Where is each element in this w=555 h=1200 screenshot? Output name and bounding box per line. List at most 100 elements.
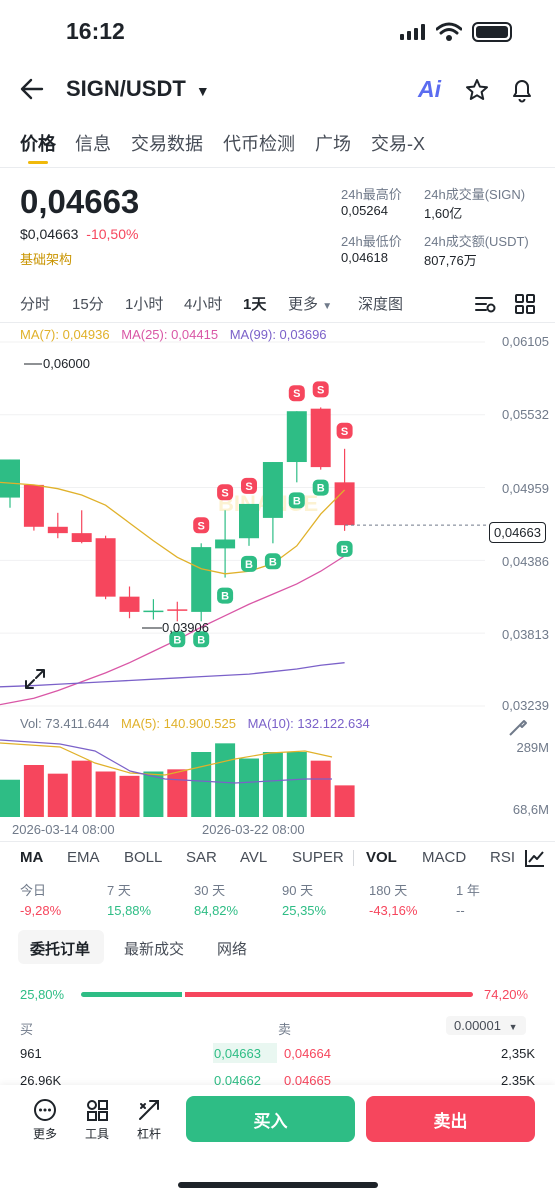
volume-bar: [262, 752, 283, 817]
ma7-line: [0, 481, 346, 575]
tab-latest-trades[interactable]: 最新成交: [124, 941, 185, 958]
wifi-icon: [436, 22, 462, 41]
buy-ratio: 25,80%: [20, 987, 65, 1002]
perf-label: 今日: [20, 883, 47, 898]
low-value: 0,04618: [341, 250, 388, 265]
volume-bar: [95, 771, 116, 817]
buy-button[interactable]: 买入: [186, 1096, 355, 1142]
ind-boll[interactable]: BOLL: [124, 849, 163, 866]
volume-bar: [310, 760, 331, 817]
tab-active-indicator: [28, 161, 48, 164]
trade-marker-label: B: [173, 634, 181, 646]
ask-header: 卖: [278, 1022, 292, 1037]
star-icon[interactable]: [465, 78, 489, 102]
sell-button[interactable]: 卖出: [366, 1096, 535, 1142]
ind-sar[interactable]: SAR: [186, 849, 217, 866]
ind-avl[interactable]: AVL: [240, 849, 268, 866]
volume-value: 1,60亿: [424, 206, 463, 221]
volume-bar: [0, 779, 20, 817]
tools-icon[interactable]: [85, 1098, 109, 1122]
candle: [0, 459, 20, 498]
tab-square[interactable]: 广场: [315, 134, 351, 154]
tf-more[interactable]: 更多 ▼: [288, 293, 332, 314]
ratio-bar-sell: [185, 992, 473, 997]
candle: [191, 547, 212, 612]
tab-token-check[interactable]: 代币检测: [223, 134, 295, 154]
tf-15m[interactable]: 15分: [72, 296, 104, 313]
tf-4h[interactable]: 4小时: [184, 296, 223, 313]
current-price-tag: 0,04663: [489, 522, 546, 543]
bid-qty: 961: [20, 1046, 42, 1061]
more-icon[interactable]: [33, 1098, 57, 1122]
price-usd: $0,04663: [20, 226, 79, 242]
candle: [334, 482, 355, 526]
trade-marker-label: B: [293, 495, 301, 507]
ind-vol[interactable]: VOL: [366, 849, 397, 866]
tf-1d[interactable]: 1天: [243, 296, 267, 313]
trade-marker-label: S: [293, 388, 300, 400]
candle: [167, 609, 188, 611]
buy-marker: [193, 631, 210, 648]
candle: [23, 484, 44, 527]
precision-select[interactable]: 0.00001 ▼: [446, 1016, 526, 1035]
candle: [71, 533, 92, 543]
sell-marker: [217, 484, 234, 501]
vol-ma5-legend: MA(5): 140.900.525: [121, 716, 236, 731]
candle: [215, 539, 236, 549]
buy-marker: [288, 492, 305, 509]
expand-icon[interactable]: [24, 668, 46, 690]
leverage-icon[interactable]: [137, 1098, 161, 1122]
ind-macd[interactable]: MACD: [422, 849, 467, 866]
bid-price: 0,04662: [214, 1073, 261, 1088]
tf-1h[interactable]: 1小时: [125, 296, 164, 313]
back-arrow-icon[interactable]: [20, 78, 44, 100]
indicator-chart-icon[interactable]: [524, 848, 546, 868]
volume-bar: [167, 769, 188, 817]
last-price: 0,04663: [20, 183, 140, 220]
tab-network[interactable]: 网络: [217, 941, 248, 958]
ind-ema[interactable]: EMA: [67, 849, 100, 866]
date-label: 2026-03-14 08:00: [12, 822, 115, 837]
ratio-bar-buy: [81, 992, 183, 997]
vol-legend: Vol: 73.411.644: [20, 716, 110, 731]
volume-bar: [286, 752, 307, 817]
tf-time[interactable]: 分时: [20, 296, 51, 313]
buy-marker: [217, 587, 234, 604]
ai-icon[interactable]: Ai: [418, 76, 441, 102]
precision-value: 0.00001: [454, 1018, 501, 1033]
tf-depth[interactable]: 深度图: [358, 296, 404, 313]
status-time: 16:12: [66, 18, 125, 44]
tab-trade-x[interactable]: 交易-X: [371, 134, 425, 154]
ma99-legend: MA(99): 0,03696: [229, 327, 327, 342]
volume-bar: [239, 758, 259, 817]
candle: [143, 610, 164, 613]
buy-marker: [169, 631, 186, 648]
volume-bar: [119, 775, 140, 817]
bid-price: 0,04663: [214, 1046, 261, 1061]
y-tick: 0,06105: [502, 334, 549, 349]
low-label: 24h最低价: [341, 234, 402, 249]
divider: [0, 167, 555, 168]
tab-trading-data[interactable]: 交易数据: [131, 134, 203, 154]
tab-order-book[interactable]: 委托订单: [30, 941, 91, 958]
volume-legend: Vol: 73.411.644 MA(5): 140.900.525 MA(10…: [20, 716, 370, 731]
ind-super[interactable]: SUPER: [292, 849, 344, 866]
ind-ma[interactable]: MA: [20, 849, 44, 866]
caret-down-icon: ▼: [195, 83, 210, 99]
home-indicator: [178, 1182, 378, 1188]
tab-info[interactable]: 信息: [75, 134, 111, 154]
pair-title[interactable]: SIGN/USDT ▼: [66, 76, 210, 102]
volume-bar: [71, 760, 92, 817]
ind-rsi[interactable]: RSI: [490, 849, 516, 866]
layout-grid-icon[interactable]: [515, 294, 535, 314]
sell-marker: [336, 422, 353, 439]
bell-icon[interactable]: [510, 77, 534, 103]
y-tick: 0,03239: [502, 698, 549, 713]
category-tag[interactable]: 基础架构: [20, 252, 73, 267]
pair-label: SIGN/USDT: [66, 76, 186, 101]
tab-price[interactable]: 价格: [20, 134, 56, 154]
chart-tool-icon[interactable]: [508, 717, 528, 737]
candle: [95, 538, 116, 597]
chart-settings-icon[interactable]: [475, 295, 497, 313]
